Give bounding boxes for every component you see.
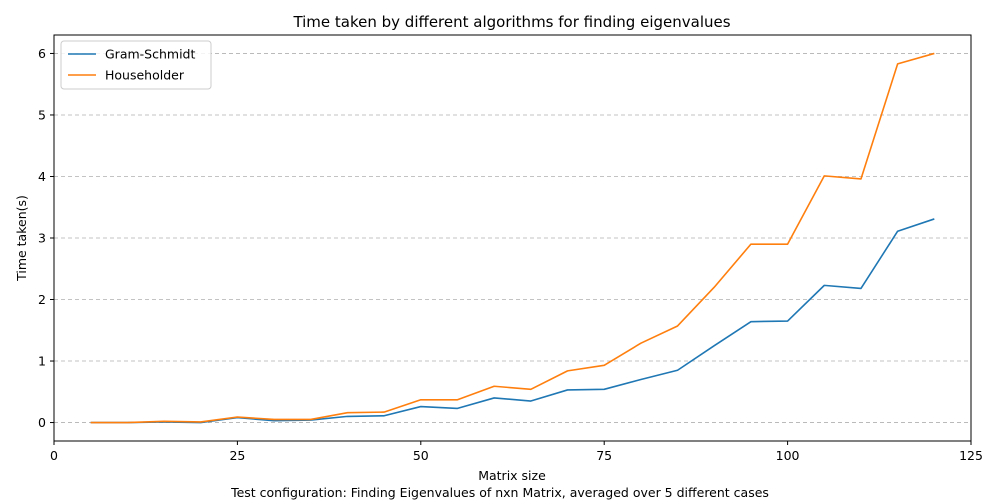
x-tick-label: 50 <box>413 448 429 463</box>
x-tick-label: 75 <box>596 448 612 463</box>
series-line-gram-schmidt <box>90 218 935 424</box>
legend-box <box>60 40 212 90</box>
y-axis-ticks: 0 1 2 3 4 5 6 <box>38 46 54 430</box>
x-axis-ticks: 0 25 50 75 100 125 <box>50 441 983 463</box>
legend-label-gram-schmidt: Gram-Schmidt <box>105 47 195 62</box>
x-tick-label: 100 <box>776 448 800 463</box>
y-tick-label: 6 <box>38 46 46 61</box>
y-tick-label: 1 <box>38 354 46 369</box>
figure-caption: Test configuration: Finding Eigenvalues … <box>230 485 769 500</box>
legend-label-householder: Householder <box>105 68 185 83</box>
series-line-householder <box>90 52 935 424</box>
y-tick-label: 3 <box>38 231 46 246</box>
x-axis-label: Matrix size <box>478 468 546 483</box>
x-tick-label: 125 <box>959 448 983 463</box>
y-axis-label: Time taken(s) <box>14 195 29 282</box>
y-tick-label: 2 <box>38 292 46 307</box>
legend: Gram-Schmidt Householder <box>60 40 212 90</box>
grid-lines <box>54 53 971 423</box>
y-tick-label: 5 <box>38 107 46 122</box>
chart-title: Time taken by different algorithms for f… <box>292 13 730 31</box>
series-layer <box>90 52 935 424</box>
y-tick-label: 4 <box>38 169 46 184</box>
x-tick-label: 25 <box>229 448 245 463</box>
y-tick-label: 0 <box>38 415 46 430</box>
x-tick-label: 0 <box>50 448 58 463</box>
